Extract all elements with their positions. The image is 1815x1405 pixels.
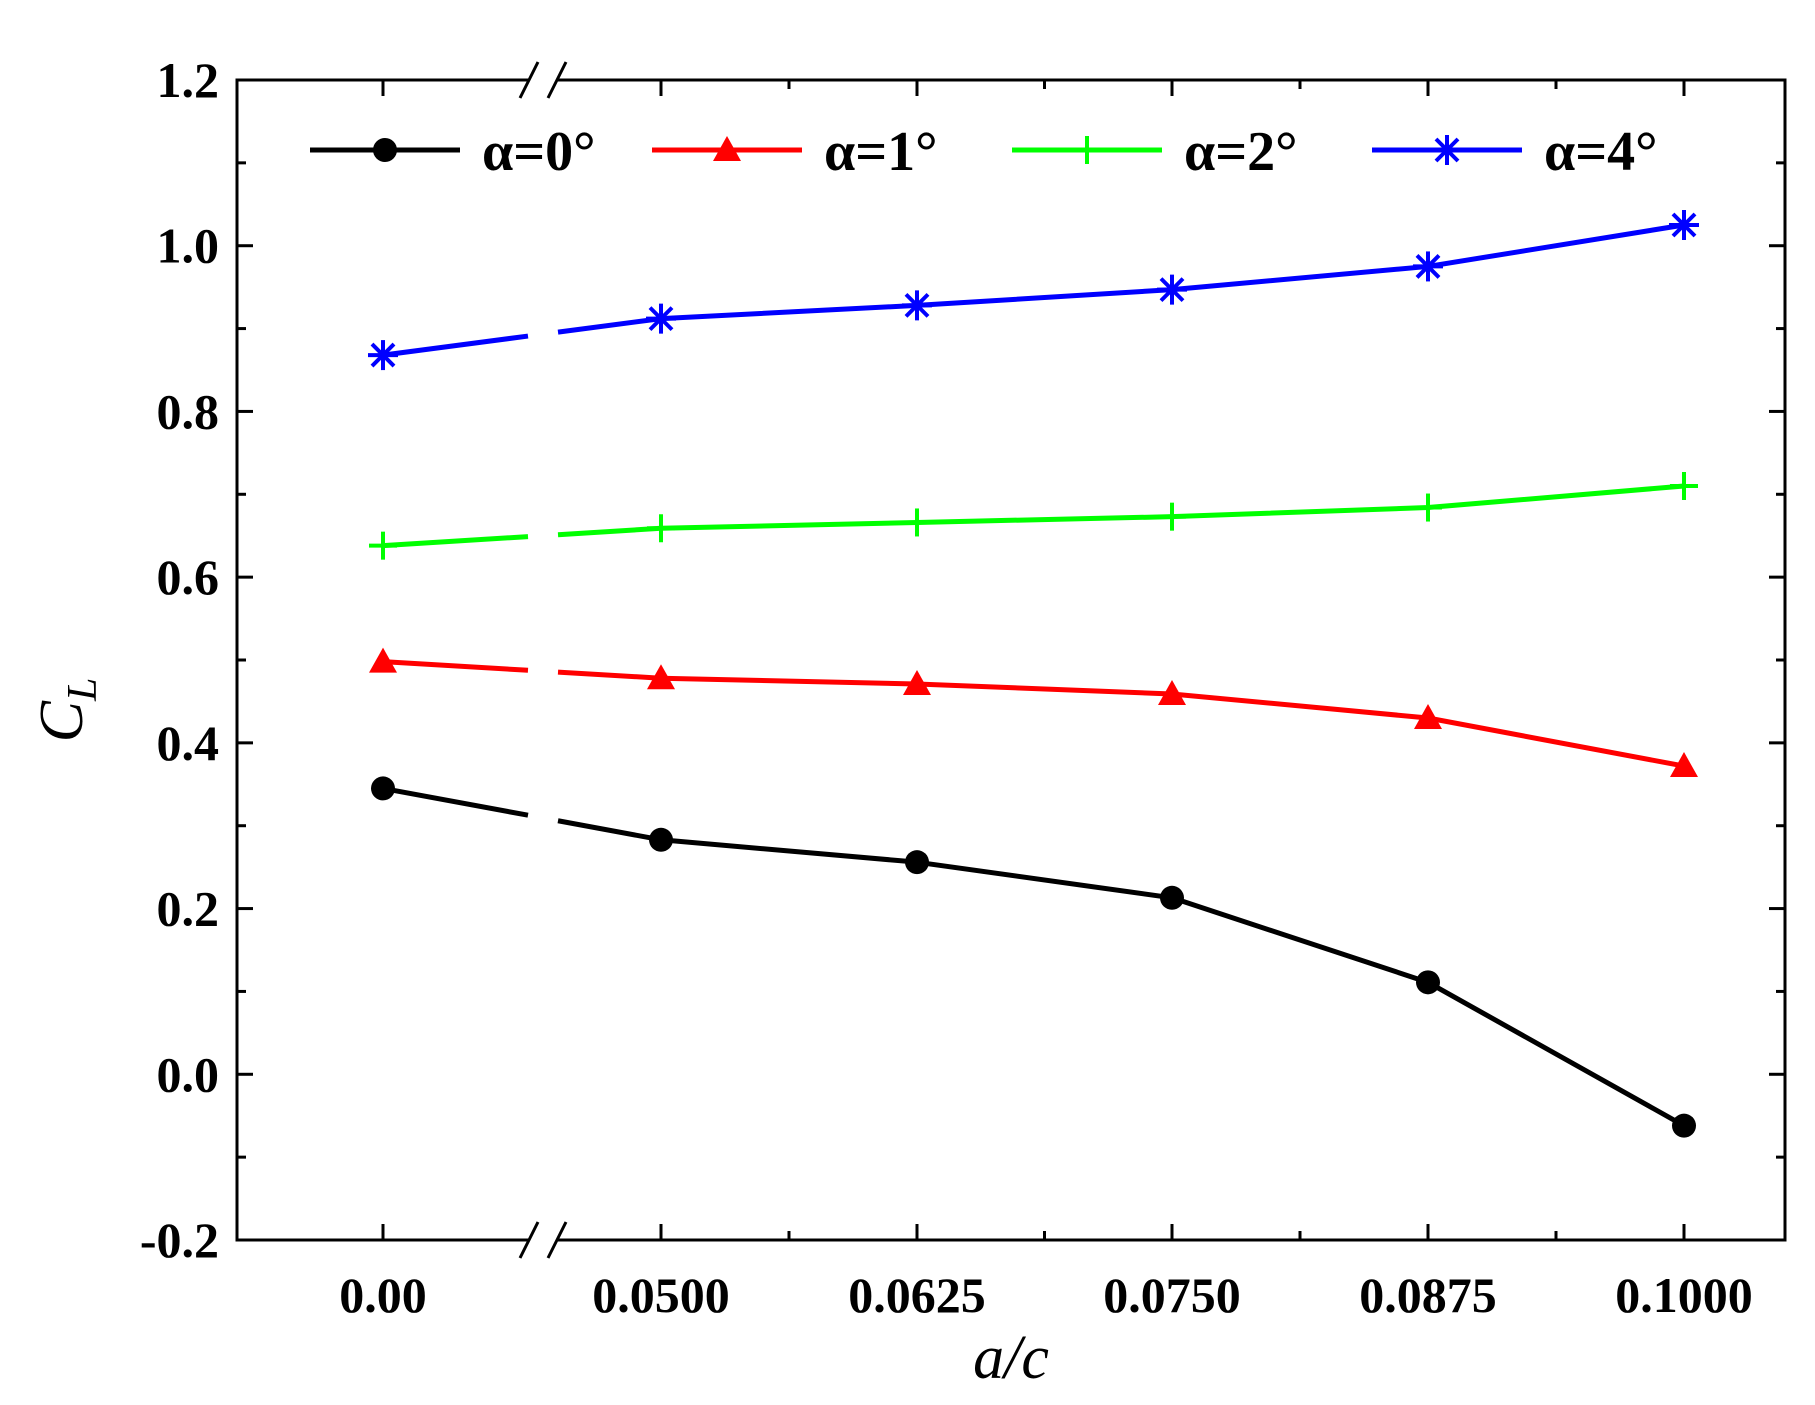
data-point (647, 664, 675, 690)
series-line (557, 818, 1686, 1128)
series-1 (369, 647, 1698, 778)
series-line (557, 483, 1685, 538)
data-point (649, 827, 673, 852)
y-tick-label: 0.6 (157, 549, 220, 605)
legend-marker (373, 138, 397, 162)
data-point (369, 531, 397, 560)
legend-item: α=0° (310, 121, 596, 183)
axis-break-mark-bottom-2 (546, 1221, 568, 1259)
x-axis-title: a/c (973, 1324, 1049, 1392)
axis-break-mark-top-2 (546, 61, 568, 99)
data-point (1160, 885, 1184, 910)
legend-label: α=4° (1544, 121, 1658, 183)
legend-item: α=2° (1012, 121, 1298, 183)
x-tick-label: 0.0500 (592, 1267, 730, 1323)
data-point (1669, 210, 1699, 240)
series-line (557, 222, 1685, 335)
y-axis-title: CL (28, 678, 106, 743)
legend-marker (713, 136, 741, 161)
series-line-segment (382, 534, 529, 549)
y-tick-label: 0.0 (157, 1046, 220, 1102)
data-point (1158, 679, 1186, 705)
plot-frame (235, 78, 1787, 1242)
series-layer (368, 210, 1699, 1138)
legend: α=0° α=1° α=2° α=4° (310, 121, 1658, 183)
legend-item: α=4° (1372, 121, 1658, 183)
data-point (903, 508, 931, 537)
data-point (1158, 502, 1186, 531)
x-tick-label: 0.0875 (1359, 1267, 1497, 1323)
y-tick-label: 0.4 (157, 715, 220, 771)
data-point (1670, 752, 1698, 778)
legend-label: α=0° (482, 121, 596, 183)
series-line-segment (382, 659, 529, 673)
legend-marker (1432, 135, 1462, 165)
y-tick-labels: -0.2 0.0 0.2 0.4 0.6 0.8 1.0 1.2 (140, 52, 219, 1268)
x-tick-label: 0.1000 (1615, 1267, 1753, 1323)
data-point (1414, 493, 1442, 522)
legend-marker (1073, 136, 1101, 164)
data-point (369, 647, 397, 673)
data-point (368, 340, 398, 371)
y-tick-label: 1.0 (157, 218, 220, 274)
y-axis-title-sub: L (60, 678, 106, 702)
data-point (905, 850, 929, 875)
series-0 (371, 776, 1696, 1138)
data-point (646, 303, 676, 334)
axis-break-gap-bottom (528, 1230, 558, 1250)
data-point (647, 514, 675, 543)
y-tick-label: 0.8 (157, 383, 220, 439)
x-tick-labels: 0.00 0.0500 0.0625 0.0750 0.0875 0.1000 (339, 1267, 1753, 1323)
series-2 (369, 472, 1698, 560)
data-point (1157, 274, 1187, 305)
data-point (1414, 704, 1442, 729)
x-tick-label: 0.00 (339, 1267, 427, 1323)
series-line-segment (382, 333, 529, 358)
data-point (1413, 251, 1443, 282)
data-point (371, 776, 395, 801)
data-point (1670, 472, 1698, 500)
x-tick-label: 0.0625 (848, 1267, 986, 1323)
y-tick-label: 0.2 (157, 881, 220, 937)
axis-break-mark-bottom-1 (518, 1221, 540, 1259)
data-point (903, 670, 931, 696)
legend-item: α=1° (652, 121, 938, 183)
axis-break (518, 61, 568, 1259)
series-3 (368, 210, 1699, 371)
x-tick-label: 0.0750 (1103, 1267, 1241, 1323)
data-point (902, 290, 932, 321)
axis-break-gap-top (528, 70, 558, 90)
legend-label: α=1° (824, 121, 938, 183)
data-point (1672, 1113, 1696, 1138)
legend-label: α=2° (1184, 121, 1298, 183)
y-axis-title-main: C (28, 700, 96, 742)
series-line-segment (382, 785, 529, 818)
data-point (1416, 970, 1440, 995)
y-tick-label: -0.2 (140, 1212, 219, 1268)
axis-break-mark-top-1 (518, 61, 540, 99)
y-tick-label: 1.2 (157, 52, 220, 108)
series-line (557, 669, 1685, 769)
